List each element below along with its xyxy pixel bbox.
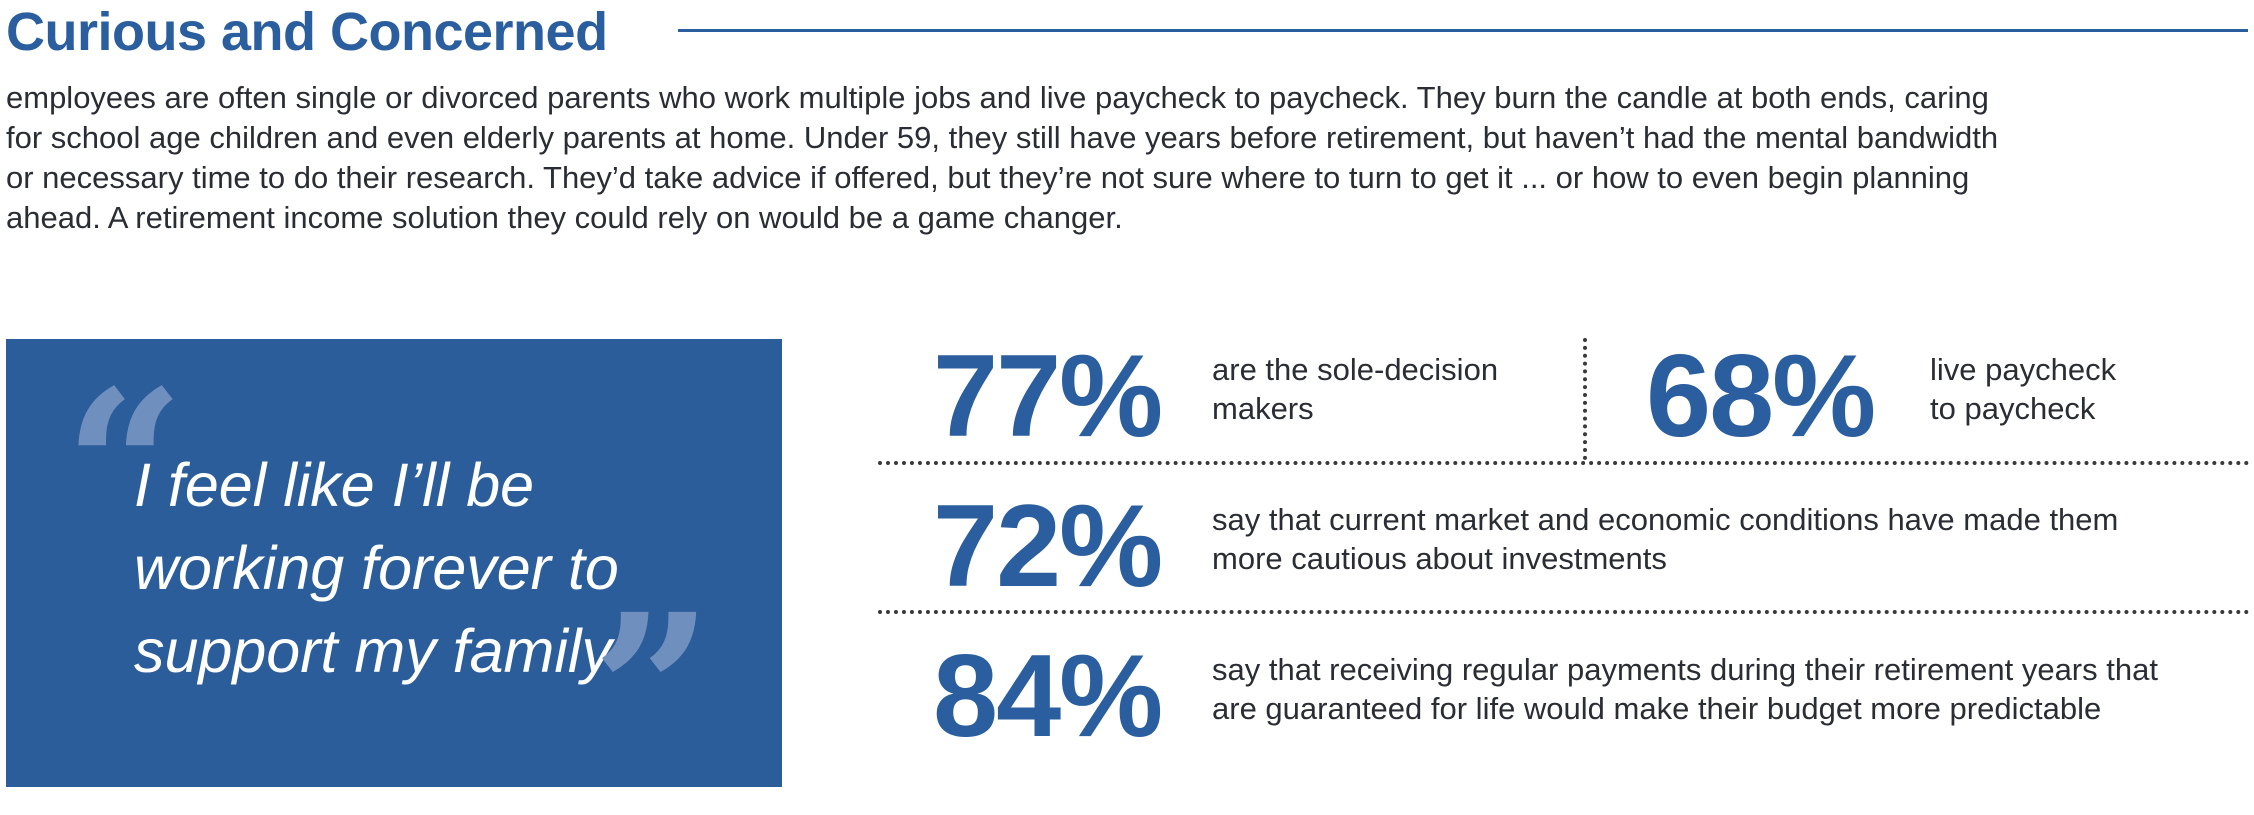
stat-value-paycheck: 68%	[1646, 330, 1876, 461]
quote-line: working forever to	[134, 534, 619, 602]
title-rule	[678, 29, 2248, 32]
stat-desc-paycheck: live paycheck to paycheck	[1930, 350, 2116, 428]
intro-line: or necessary time to do their research. …	[6, 160, 1970, 195]
stat-desc-predictable: say that receiving regular payments duri…	[1212, 650, 2158, 728]
open-quote-mark: “	[64, 344, 185, 591]
stat-desc-line: say that receiving regular payments duri…	[1212, 652, 2158, 687]
stat-desc-line: to paycheck	[1930, 391, 2096, 426]
quote-line: support my family	[134, 617, 612, 685]
intro-line: employees are often single or divorced p…	[6, 80, 1989, 115]
stat-divider	[878, 461, 2250, 465]
stat-value-cautious: 72%	[933, 480, 1163, 611]
quote-line: I feel like I’ll be	[134, 451, 535, 519]
stat-desc-line: are the sole-decision	[1212, 352, 1499, 387]
stat-value-sole-decision: 77%	[933, 330, 1163, 461]
stat-desc-cautious: say that current market and economic con…	[1212, 500, 2118, 578]
close-quote-mark: ”	[592, 568, 713, 815]
stat-desc-line: more cautious about investments	[1212, 541, 1667, 576]
intro-line: for school age children and even elderly…	[6, 120, 1999, 155]
page-title: Curious and Concerned	[6, 2, 608, 62]
stat-divider	[878, 610, 2250, 614]
stat-desc-line: makers	[1212, 391, 1314, 426]
stat-value-predictable: 84%	[933, 630, 1163, 761]
stat-divider-vertical	[1583, 338, 1587, 460]
stat-desc-line: say that current market and economic con…	[1212, 502, 2119, 537]
quote-text: I feel like I’ll be working forever to s…	[134, 444, 754, 693]
quote-box: “ I feel like I’ll be working forever to…	[6, 339, 782, 797]
intro-line: ahead. A retirement income solution they…	[6, 200, 1123, 235]
stat-desc-sole-decision: are the sole-decision makers	[1212, 350, 1498, 428]
intro-paragraph: employees are often single or divorced p…	[6, 78, 2246, 238]
stat-desc-line: are guaranteed for life would make their…	[1212, 691, 2102, 726]
stat-desc-line: live paycheck	[1930, 352, 2117, 387]
